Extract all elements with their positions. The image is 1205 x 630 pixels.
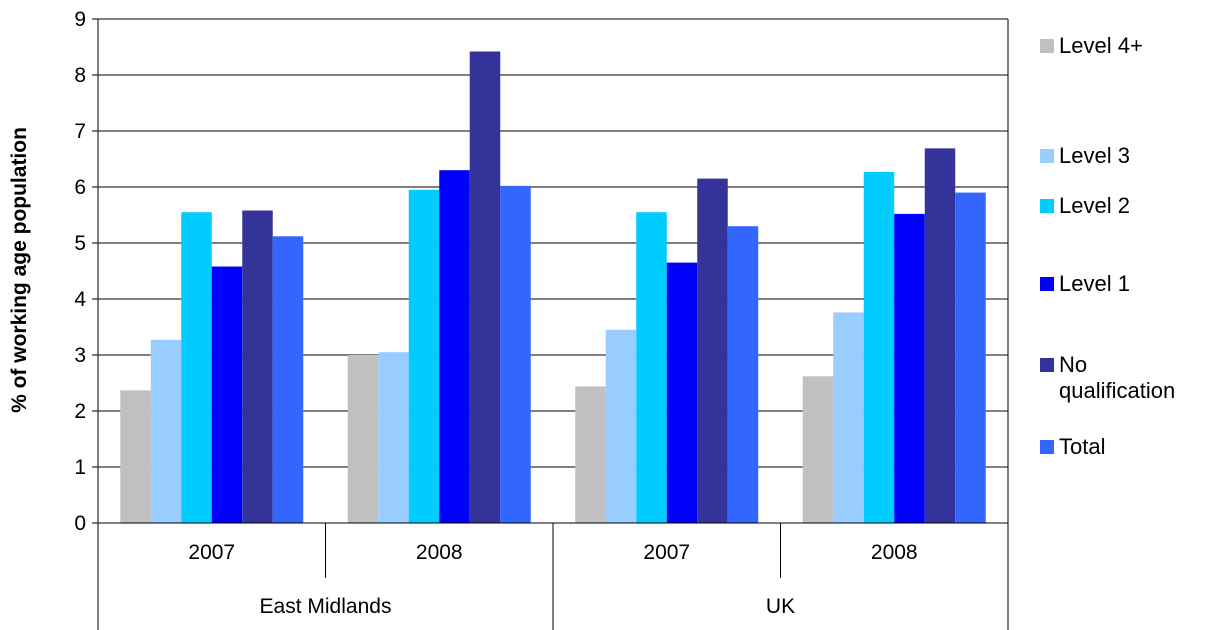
legend-label: Level 2: [1059, 193, 1130, 218]
bar: [378, 352, 409, 523]
bar: [211, 266, 243, 523]
bar: [605, 329, 637, 523]
bar: [439, 170, 470, 523]
legend-item: Total: [1040, 434, 1105, 460]
bar: [924, 148, 956, 524]
bar: [242, 210, 273, 523]
legend-label: Level 3: [1059, 143, 1130, 168]
y-tick-label: 2: [74, 400, 86, 423]
axes: [92, 18, 1009, 630]
x-tick-label: 2007: [643, 541, 690, 564]
bar: [666, 262, 698, 523]
legend-item: Level 1: [1040, 271, 1130, 297]
y-tick-label: 9: [74, 8, 86, 31]
bar: [955, 192, 986, 523]
bar: [894, 213, 925, 523]
bar: [469, 51, 501, 523]
bar: [408, 189, 440, 524]
y-tick-label: 1: [74, 456, 86, 479]
y-tick-label: 8: [74, 64, 86, 87]
y-tick-label: 6: [74, 176, 86, 199]
legend-item: Level 2: [1040, 193, 1130, 219]
legend-swatch: [1040, 149, 1054, 163]
y-tick-label: 3: [74, 344, 86, 367]
x-tick-label: 2007: [188, 541, 235, 564]
x-tick-label: 2008: [871, 541, 918, 564]
bar: [863, 171, 895, 523]
legend-item: Level 4+: [1040, 33, 1143, 59]
legend-label: Level 4+: [1059, 33, 1143, 58]
y-tick-label: 7: [74, 120, 86, 143]
group-label: UK: [766, 595, 795, 618]
bar: [697, 178, 728, 523]
bar: [727, 226, 759, 523]
bar: [120, 390, 151, 523]
x-tick-label: 2008: [416, 541, 463, 564]
group-label: East Midlands: [260, 595, 392, 618]
y-axis-title: % of working age population: [8, 127, 31, 413]
legend-swatch: [1040, 277, 1054, 291]
y-tick-label: 4: [74, 288, 86, 311]
y-tick-label: 0: [74, 512, 86, 535]
legend-item: No qualification: [1040, 352, 1175, 404]
bar: [181, 212, 212, 523]
axis-labels: 0 1 2 3 4 5 6 7 8 9 2007 2008 2007 2008 East Midlands U…: [74, 8, 917, 618]
bar: [272, 236, 304, 523]
y-tick-label: 5: [74, 232, 86, 255]
legend: Level 4+ Level 3 Level 2 Level 1 No qualific…: [1040, 0, 1205, 630]
legend-swatch: [1040, 199, 1054, 213]
legend-label: Level 1: [1059, 271, 1130, 296]
bar: [347, 355, 379, 523]
legend-swatch: [1040, 39, 1054, 53]
bar: [150, 339, 182, 523]
bar: [636, 212, 667, 523]
legend-swatch: [1040, 358, 1054, 372]
bar: [833, 312, 864, 523]
legend-label: No qualification: [1059, 352, 1176, 403]
bar: [802, 376, 834, 523]
legend-item: Level 3: [1040, 143, 1130, 169]
legend-swatch: [1040, 440, 1054, 454]
bar: [500, 185, 531, 523]
legend-label: Total: [1059, 434, 1106, 459]
bar: [575, 386, 606, 523]
bars: [120, 51, 986, 524]
